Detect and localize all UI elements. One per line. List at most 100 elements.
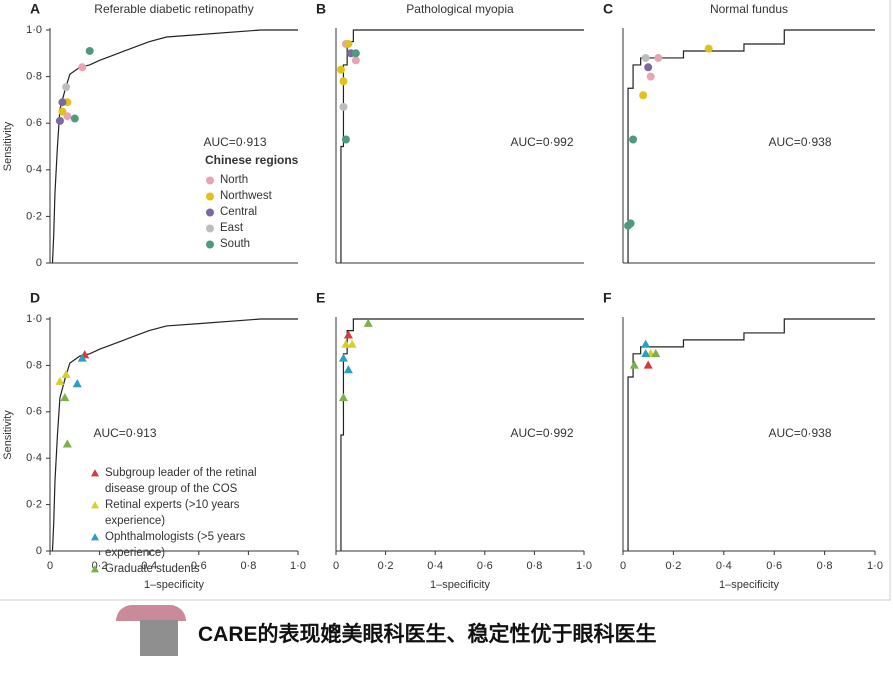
panel-title: Normal fundus [710,2,788,16]
legend-label: Ophthalmologists (>5 years experience) [105,531,246,559]
x-axis-label: 1–specificity [719,579,779,591]
panel-title: Referable diabetic retinopathy [94,2,253,16]
legend-swatch [206,192,214,201]
panel-letter: E [316,290,325,306]
legend-swatch [91,469,99,477]
legend-swatch [91,533,99,541]
data-point [62,83,71,92]
data-point [343,365,353,374]
legend-label: Graduate students [105,563,200,575]
auc-label: AUC=0·913 [93,426,156,440]
data-point [641,339,651,348]
legend-entry: Subgroup leader of the retinal disease g… [90,465,315,497]
legend-label: Northwest [220,190,272,202]
data-point [77,353,87,362]
data-point [341,135,350,144]
panel-letter: C [603,1,613,17]
data-point [60,393,70,402]
roc-curve [340,29,584,263]
data-point [643,360,653,369]
roc-curve [627,29,875,263]
legend-label: Retinal experts (>10 years experience) [105,499,240,527]
roc-curve [51,29,298,264]
data-point [58,98,67,107]
legend-marker [206,224,214,233]
x-tick-label: 0·4 [427,560,443,572]
data-point [624,221,633,230]
data-point [341,339,351,348]
roc-curve [51,318,298,552]
data-point [55,376,65,385]
legend-swatch [91,501,99,509]
data-point [629,360,639,369]
legend-label: Subgroup leader of the retinal disease g… [105,467,257,495]
x-tick-label: 1·0 [290,560,306,572]
roc-curve [340,318,584,551]
y-tick-label: 0·8 [26,71,42,83]
data-point [651,348,661,358]
panel-title: Pathological myopia [406,2,514,16]
data-point [339,102,348,111]
caption-icon [116,605,186,621]
legend-entry: East [205,220,315,236]
legend-marker [206,240,214,249]
legend-label: South [220,238,251,250]
legend-marker [206,176,214,185]
data-point [351,49,360,58]
x-tick-label: 1·0 [867,560,883,572]
legend-label: Central [220,206,258,218]
y-tick-label: 0·6 [26,406,42,418]
data-point [62,439,72,448]
x-tick-label: 0·8 [240,560,256,572]
legend: Subgroup leader of the retinal disease g… [90,465,315,577]
data-point [85,46,94,55]
x-tick-label: 0·6 [191,560,207,572]
y-axis-label: Sensitivity [2,410,14,460]
legend-marker [91,565,99,573]
x-tick-label: 0·2 [665,560,681,572]
auc-label: AUC=0·938 [768,426,831,440]
legend-swatch [206,240,214,249]
legend-marker [91,469,99,477]
panel-letter: D [30,290,40,306]
data-point [344,39,353,48]
auc-label: AUC=0·992 [510,426,573,440]
legend-swatch [206,224,214,233]
data-point [629,135,638,144]
figure: A Referable diabetic retinopathy 0 0·2 0·4 0·… [0,0,891,601]
data-point [72,379,82,388]
x-tick-label: 0·2 [378,560,394,572]
x-tick-label: 0·4 [716,560,732,572]
data-point [363,318,373,327]
legend-marker [91,533,99,541]
panel-letter: B [316,1,326,17]
auc-label: AUC=0·913 [203,135,266,149]
y-tick-label: 0·8 [26,359,42,371]
y-tick-label: 0·4 [26,452,42,464]
x-tick-label: 0·6 [766,560,782,572]
panel-letter: A [30,1,40,17]
y-tick-label: 0·6 [26,117,42,129]
data-point [644,63,653,72]
legend: Chinese regions North Northwest Central East… [205,152,315,252]
legend-entry: North [205,172,315,188]
y-tick-label: 0·4 [26,164,42,176]
data-point [58,107,67,116]
legend-swatch [91,565,99,573]
data-point [339,77,348,86]
data-point [343,330,353,339]
legend-entry: Northwest [205,188,315,204]
legend-marker [206,208,214,217]
y-axis-label: Sensitivity [2,121,14,171]
legend-title: Chinese regions [205,153,299,167]
data-point [704,44,713,53]
data-point [55,116,64,125]
data-point [336,65,345,74]
legend-entry: Retinal experts (>10 years experience) [90,497,315,529]
y-tick-label: 1·0 [26,24,42,36]
legend-label: East [220,222,244,234]
data-point [639,91,648,100]
legend-swatch [206,208,214,217]
data-point [351,56,360,65]
